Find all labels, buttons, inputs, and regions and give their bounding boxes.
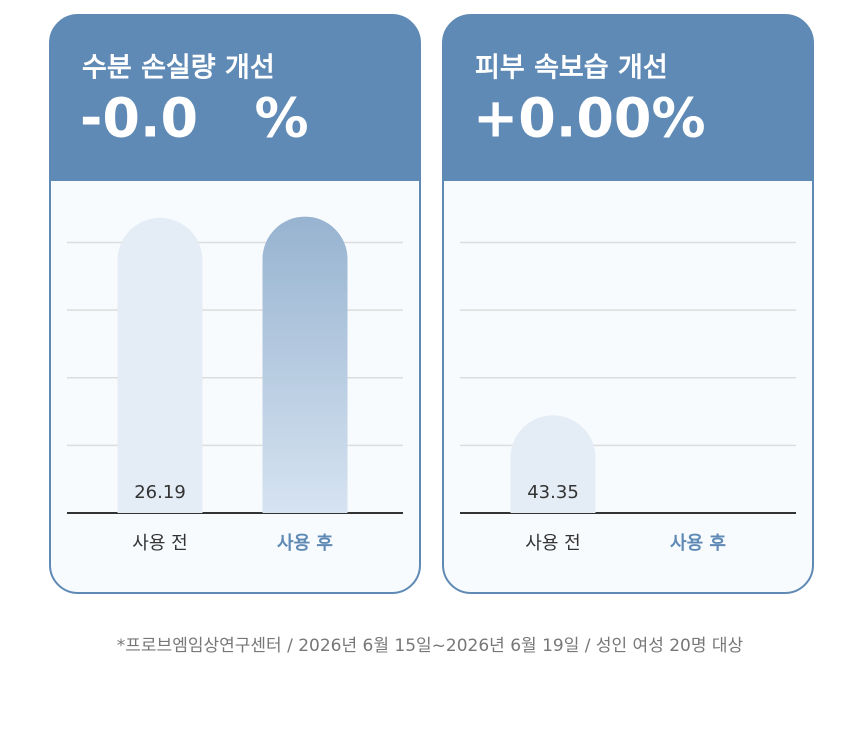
card-header [443,15,813,181]
x-tick-label: 사용 후 [277,533,333,554]
footnote: *프로브엠임상연구센터 / 2026년 6월 15일~2026년 6월 19일 … [117,636,744,656]
value-label: 26.19 [134,482,186,503]
value-label: 43.35 [527,482,579,503]
card-title: 수분 손실량 개선 [82,53,275,84]
card-headline: +0.00% [473,87,706,150]
card-headline: -0.0 % [80,87,309,150]
bar [510,415,596,513]
x-tick-label: 사용 전 [132,533,187,554]
x-tick-label: 사용 전 [525,533,580,554]
card-title: 피부 속보습 개선 [475,53,668,84]
bar [262,216,348,513]
bar [117,217,203,513]
x-tick-label: 사용 후 [670,533,726,554]
card-header [50,15,420,181]
